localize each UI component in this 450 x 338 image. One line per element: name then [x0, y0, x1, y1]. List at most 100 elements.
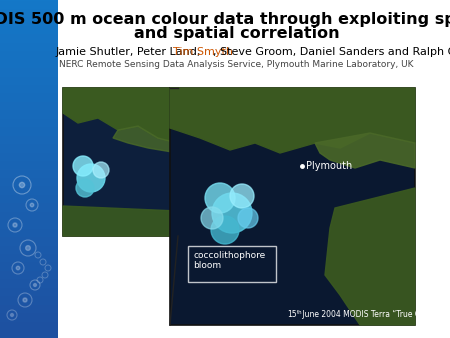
Bar [0, 169, 58, 170]
Bar [0, 237, 58, 238]
Bar [0, 242, 58, 243]
Bar [0, 87, 58, 88]
Bar [0, 126, 58, 127]
Bar [0, 109, 58, 110]
Bar [0, 104, 58, 105]
Bar [0, 296, 58, 297]
Bar [0, 38, 58, 39]
Bar [0, 35, 58, 36]
Bar [0, 132, 58, 133]
Bar [0, 44, 58, 45]
Bar [0, 282, 58, 283]
Bar [0, 250, 58, 251]
Bar [0, 312, 58, 313]
Bar [0, 53, 58, 54]
Circle shape [73, 156, 93, 176]
Bar [0, 118, 58, 119]
Bar [0, 28, 58, 29]
Bar [0, 193, 58, 194]
Bar [0, 142, 58, 143]
Bar [0, 98, 58, 99]
Bar [0, 175, 58, 176]
Bar [0, 243, 58, 244]
Bar [0, 229, 58, 230]
Bar [0, 254, 58, 255]
Bar [0, 139, 58, 140]
Bar [0, 17, 58, 18]
Text: coccolithophore
bloom: coccolithophore bloom [193, 251, 265, 270]
Bar [0, 264, 58, 265]
Bar [0, 298, 58, 299]
Bar [0, 235, 58, 236]
Bar [0, 188, 58, 189]
Polygon shape [113, 126, 178, 153]
Bar [0, 57, 58, 58]
Bar [0, 131, 58, 132]
Bar [0, 143, 58, 144]
Bar [0, 244, 58, 245]
Bar [0, 170, 58, 171]
Bar [0, 164, 58, 165]
Bar [0, 70, 58, 71]
Bar [0, 120, 58, 121]
Bar [0, 180, 58, 181]
Bar [0, 177, 58, 178]
Text: and spatial correlation: and spatial correlation [134, 26, 339, 41]
Bar [0, 54, 58, 55]
Bar [58, 0, 450, 338]
Bar [0, 59, 58, 60]
Bar [0, 323, 58, 324]
Bar [0, 37, 58, 38]
Bar [0, 21, 58, 22]
Bar [0, 122, 58, 123]
Circle shape [30, 203, 34, 207]
Bar [0, 100, 58, 101]
Bar [0, 45, 58, 46]
Bar [0, 309, 58, 310]
Bar [0, 71, 58, 72]
Polygon shape [63, 206, 178, 236]
Bar [0, 26, 58, 27]
Bar [0, 281, 58, 282]
Bar [0, 196, 58, 197]
Bar [0, 182, 58, 183]
Bar [0, 107, 58, 108]
Bar [0, 40, 58, 41]
Bar [0, 294, 58, 295]
Bar [0, 83, 58, 84]
Bar [0, 179, 58, 180]
Bar [0, 108, 58, 109]
Bar [0, 134, 58, 135]
Bar [0, 33, 58, 34]
Bar [0, 3, 58, 4]
Bar [0, 246, 58, 247]
Bar [0, 336, 58, 337]
Bar [0, 74, 58, 75]
Bar [0, 190, 58, 191]
Bar [0, 307, 58, 308]
Bar [0, 327, 58, 328]
Circle shape [211, 216, 239, 244]
Bar [0, 14, 58, 15]
Bar [0, 162, 58, 163]
Bar [0, 34, 58, 35]
Bar [0, 95, 58, 96]
Bar [0, 125, 58, 126]
Bar [0, 261, 58, 262]
Bar [0, 274, 58, 275]
Circle shape [230, 184, 254, 208]
Bar [0, 218, 58, 219]
Bar [0, 150, 58, 151]
Bar [0, 292, 58, 293]
Bar [0, 42, 58, 43]
Bar [0, 111, 58, 112]
Bar [0, 228, 58, 229]
Bar [0, 152, 58, 153]
Bar [0, 328, 58, 329]
Bar [0, 267, 58, 268]
Bar [0, 94, 58, 95]
Bar [0, 73, 58, 74]
Bar [0, 314, 58, 315]
Polygon shape [170, 88, 415, 153]
Bar [0, 119, 58, 120]
